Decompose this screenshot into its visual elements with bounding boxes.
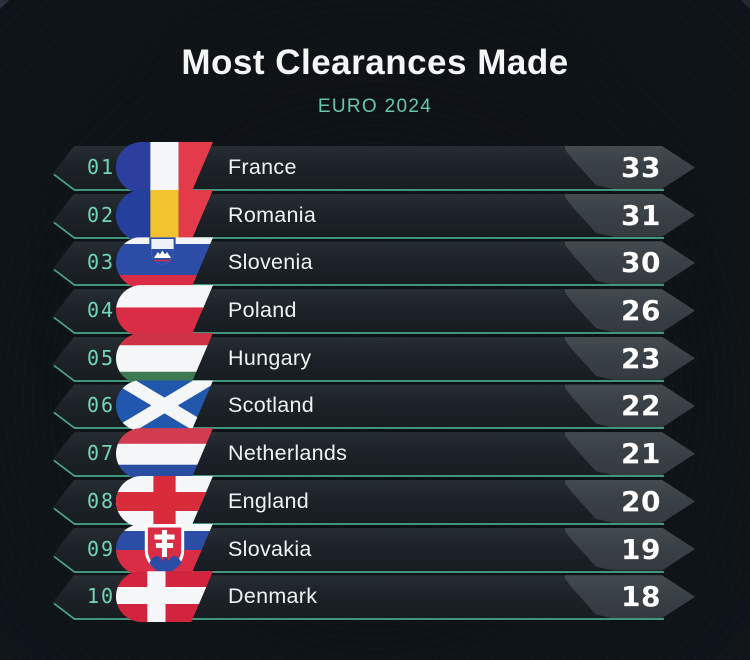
table-row: 22 06 Scotland [52, 380, 695, 432]
table-row: 21 07 Netherlands [52, 428, 695, 480]
table-row: 19 09 Slovakia [52, 523, 695, 575]
table-row: 18 10 Denmark [52, 571, 695, 623]
chart-title: Most Clearances Made [181, 43, 569, 82]
chart-subtitle: EURO 2024 [317, 96, 433, 117]
value-label: 30 [621, 246, 661, 280]
country-label: Denmark [228, 584, 318, 609]
country-label: Netherlands [228, 441, 348, 466]
value-label: 26 [621, 294, 661, 328]
value-label: 33 [621, 151, 661, 184]
value-label: 22 [621, 389, 661, 423]
table-row: 30 03 Slovenia [52, 237, 695, 289]
country-label: France [228, 155, 297, 179]
rows-container: 33 01 France 31 02 Romania 30 [52, 142, 695, 623]
value-label: 19 [621, 532, 661, 566]
country-label: Romania [228, 202, 317, 227]
country-label: Hungary [228, 345, 312, 370]
table-row: 23 05 Hungary [52, 332, 695, 384]
country-label: Slovenia [228, 250, 313, 275]
value-label: 31 [621, 198, 661, 232]
country-label: Poland [228, 298, 297, 323]
country-label: England [228, 488, 310, 513]
value-label: 21 [621, 437, 661, 471]
table-row: 33 01 France [52, 142, 695, 193]
country-label: Scotland [228, 393, 315, 418]
country-label: Slovakia [228, 536, 312, 561]
table-row: 26 04 Poland [52, 285, 695, 337]
value-label: 18 [621, 580, 661, 614]
table-row: 20 08 England [52, 475, 695, 527]
value-label: 23 [621, 341, 661, 375]
value-label: 20 [621, 484, 661, 518]
table-row: 31 02 Romania [52, 189, 695, 241]
